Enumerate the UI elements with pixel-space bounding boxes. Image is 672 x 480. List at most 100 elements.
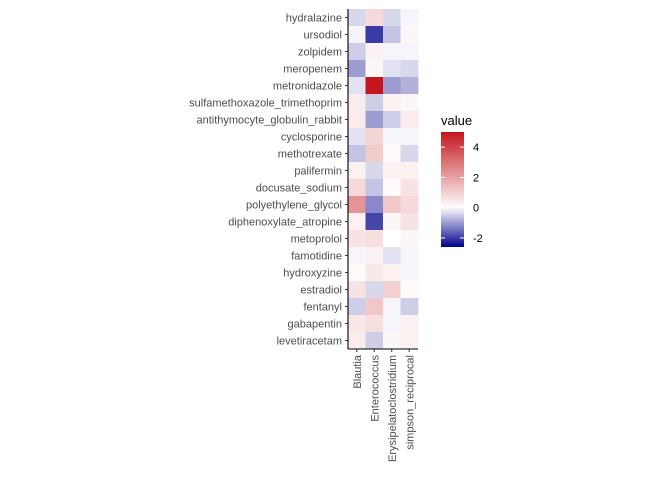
heatmap-cell [365,298,384,316]
heatmap-cell [365,60,384,78]
heatmap-cell [365,196,384,214]
heatmap-cell [383,315,401,333]
heatmap-cell [365,230,384,248]
row-label: hydroxyzine [283,268,342,280]
row-label: meropenem [283,64,342,76]
heatmap-cell [348,179,366,197]
heatmap-cell [348,281,366,299]
heatmap-cell [383,77,401,95]
row-labels: hydralazine ursodiol zolpidem meropenem metr… [189,13,348,348]
heatmap-cell [365,162,384,180]
heatmap-cell [365,128,384,146]
heatmap-cell [348,145,366,163]
heatmap-cell [400,213,419,231]
row-label: levetiracetam [277,336,342,348]
heatmap-cell [400,111,419,129]
legend-ticks: 4 2 0 -2 [441,142,483,245]
legend-title: value [441,113,472,128]
heatmap-cell [400,298,419,316]
heatmap-cell [383,43,401,61]
row-label: polyethylene_glycol [246,200,342,212]
column-label: simpson_reciprocal [404,355,416,450]
row-label: diphenoxylate_atropine [228,217,342,229]
row-label: gabapentin [288,319,342,331]
heatmap-cell [400,9,419,27]
heatmap-cell [365,281,384,299]
row-label: metoprolol [291,234,342,246]
heatmap-cell [383,281,401,299]
heatmap-cell [383,162,401,180]
row-label: zolpidem [298,47,342,59]
heatmap-cell [348,315,366,333]
heatmap-cell [400,264,419,282]
heatmap-cell [400,43,419,61]
column-label: Blautia [352,354,364,389]
heatmap-cell [383,196,401,214]
heatmap-cell [365,77,384,95]
heatmap-cell [365,315,384,333]
row-label: palifermin [294,166,342,178]
heatmap-cell [400,315,419,333]
heatmap-cell [400,162,419,180]
row-label: ursodiol [303,30,342,42]
heatmap-cell [400,77,419,95]
heatmap-cell [348,230,366,248]
heatmap-cell [365,26,384,44]
heatmap-cell [400,60,419,78]
heatmap-cell [348,26,366,44]
heatmap-cell [348,264,366,282]
heatmap-cell [383,94,401,112]
heatmap-cell [365,111,384,129]
row-label: fentanyl [303,302,342,314]
heatmap-cell [400,145,419,163]
heatmap-cell [383,111,401,129]
heatmap-cell [365,247,384,265]
heatmap-cell [383,298,401,316]
legend-label: -2 [473,233,483,245]
heatmap-cell [365,213,384,231]
heatmap-cell [348,94,366,112]
row-label: famotidine [291,251,342,263]
heatmap-cell [365,264,384,282]
heatmap-cell [383,179,401,197]
heatmap-cell [365,145,384,163]
row-label: antithymocyte_globulin_rabbit [196,115,342,127]
heatmap-cell [400,94,419,112]
heatmap-cell [400,281,419,299]
heatmap-cell [348,77,366,95]
heatmap-cell [383,9,401,27]
heatmap-cell [400,196,419,214]
heatmap-cell [383,128,401,146]
legend-label: 2 [473,172,479,184]
heatmap-cell [400,128,419,146]
legend-label: 0 [473,203,479,215]
heatmap-cell [383,332,401,350]
heatmap-cell [348,60,366,78]
row-label: cyclosporine [281,132,342,144]
heatmap-cell [365,332,384,350]
heatmap-cell [365,94,384,112]
row-label: estradiol [300,285,342,297]
heatmap-cell [365,179,384,197]
axes [347,9,418,350]
heatmap-cell [365,43,384,61]
row-label: sulfamethoxazole_trimethoprim [189,98,342,110]
heatmap-cell [348,128,366,146]
row-label: docusate_sodium [256,183,342,195]
heatmap-cell [400,26,419,44]
column-label: Enterococcus [369,355,381,422]
heatmap-cell [383,26,401,44]
heatmap-cell [383,247,401,265]
heatmap-cell [400,179,419,197]
heatmap-cell [348,162,366,180]
legend-label: 4 [473,142,479,154]
heatmap-cell [348,332,366,350]
heatmap-cell [348,111,366,129]
row-label: methotrexate [278,149,342,161]
heatmap-cell [383,230,401,248]
heatmap-cells [348,9,419,350]
heatmap-cell [348,43,366,61]
heatmap-cell [348,9,366,27]
heatmap-cell [348,196,366,214]
